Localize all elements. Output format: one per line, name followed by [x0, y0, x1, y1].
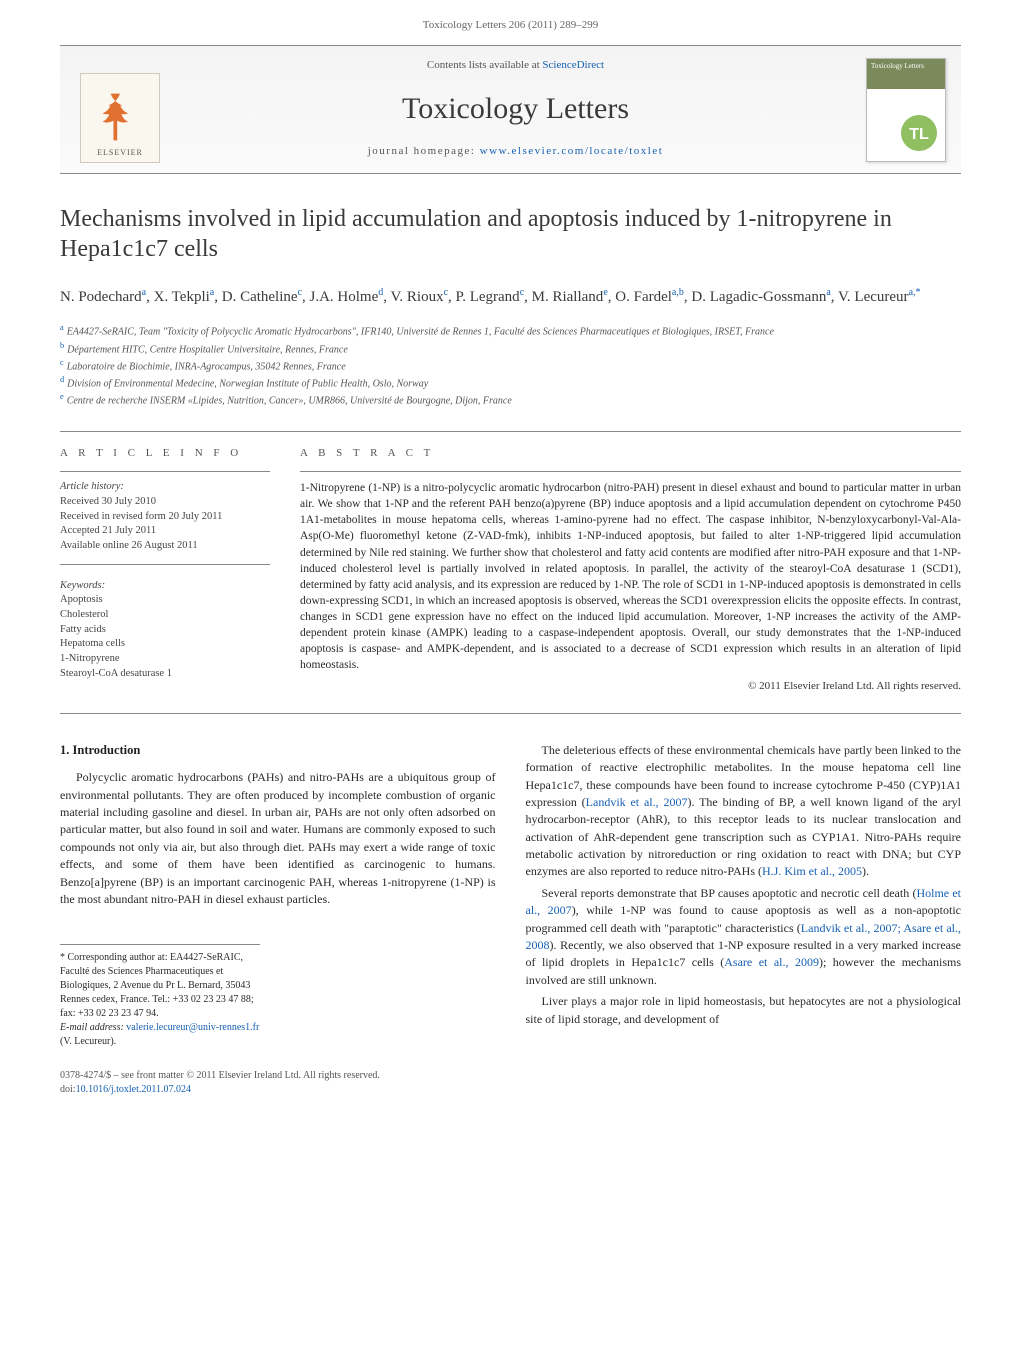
history-label: Article history: [60, 481, 124, 492]
contents-pre: Contents lists available at [427, 59, 542, 71]
footnote-block: * Corresponding author at: EA4427-SeRAIC… [60, 944, 260, 1049]
keyword: Cholesterol [60, 608, 270, 623]
article-title: Mechanisms involved in lipid accumulatio… [60, 204, 961, 264]
info-divider-2 [60, 564, 270, 565]
contents-list-line: Contents lists available at ScienceDirec… [180, 58, 851, 73]
article-info-column: A R T I C L E I N F O Article history: R… [60, 446, 270, 695]
journal-homepage-link[interactable]: www.elsevier.com/locate/toxlet [480, 145, 664, 157]
keyword: Stearoyl-CoA desaturase 1 [60, 667, 270, 682]
citation-link[interactable]: Landvik et al., 2007 [586, 795, 688, 809]
keyword: Fatty acids [60, 623, 270, 638]
info-divider [60, 471, 270, 472]
doi-link[interactable]: 10.1016/j.toxlet.2011.07.024 [76, 1084, 191, 1095]
history-line: Received in revised form 20 July 2011 [60, 510, 270, 525]
publisher-logo-box: ELSEVIER [60, 46, 180, 173]
email-line: E-mail address: valerie.lecureur@univ-re… [60, 1021, 260, 1049]
cover-tl-logo: TL [899, 113, 939, 153]
right-column: The deleterious effects of these environ… [526, 742, 962, 1050]
running-head: Toxicology Letters 206 (2011) 289–299 [0, 0, 1021, 45]
keyword: 1-Nitropyrene [60, 652, 270, 667]
journal-cover: Toxicology Letters TL [866, 58, 946, 162]
sciencedirect-link[interactable]: ScienceDirect [542, 59, 604, 71]
doi-label: doi: [60, 1084, 76, 1095]
keywords-label: Keywords: [60, 579, 270, 594]
article-info-heading: A R T I C L E I N F O [60, 446, 270, 461]
affiliation-list: aEA4427-SeRAIC, Team "Toxicity of Polycy… [60, 322, 961, 409]
abstract-divider [300, 471, 961, 472]
abstract-column: A B S T R A C T 1-Nitropyrene (1-NP) is … [300, 446, 961, 695]
email-label: E-mail address: [60, 1022, 126, 1033]
citation-link[interactable]: Landvik et al., 2007; Asare et al., 2008 [526, 921, 962, 952]
affiliation-line: dDivision of Environmental Medecine, Nor… [60, 374, 961, 391]
homepage-pre: journal homepage: [368, 145, 480, 157]
history-line: Accepted 21 July 2011 [60, 524, 270, 539]
two-column-body: 1. Introduction Polycyclic aromatic hydr… [60, 742, 961, 1050]
affiliation-line: eCentre de recherche INSERM «Lipides, Nu… [60, 391, 961, 408]
abstract-text: 1-Nitropyrene (1-NP) is a nitro-polycycl… [300, 480, 961, 673]
corresponding-email-link[interactable]: valerie.lecureur@univ-rennes1.fr [126, 1022, 259, 1033]
front-matter-line: 0378-4274/$ – see front matter © 2011 El… [60, 1070, 380, 1081]
abstract-copyright: © 2011 Elsevier Ireland Ltd. All rights … [300, 679, 961, 694]
history-line: Available online 26 August 2011 [60, 539, 270, 554]
keyword: Apoptosis [60, 593, 270, 608]
masthead-center: Contents lists available at ScienceDirec… [180, 46, 851, 173]
body-paragraph: Several reports demonstrate that BP caus… [526, 885, 962, 989]
corresponding-author-note: * Corresponding author at: EA4427-SeRAIC… [60, 951, 260, 1021]
cover-tl-text: TL [909, 126, 929, 143]
citation-link[interactable]: Asare et al., 2009 [724, 955, 819, 969]
info-abstract-block: A R T I C L E I N F O Article history: R… [60, 431, 961, 714]
citation-link[interactable]: Holme et al., 2007 [526, 886, 962, 917]
body-paragraph: The deleterious effects of these environ… [526, 742, 962, 881]
author-list: N. Podecharda, X. Tekplia, D. Cathelinec… [60, 286, 961, 308]
article-body: Mechanisms involved in lipid accumulatio… [60, 204, 961, 1049]
body-paragraph: Polycyclic aromatic hydrocarbons (PAHs) … [60, 769, 496, 908]
email-suffix: (V. Lecureur). [60, 1036, 116, 1047]
elsevier-wordmark: ELSEVIER [97, 147, 143, 158]
elsevier-tree-icon [92, 89, 148, 145]
citation-link[interactable]: H.J. Kim et al., 2005 [762, 864, 862, 878]
keyword: Hepatoma cells [60, 637, 270, 652]
page-footer: 0378-4274/$ – see front matter © 2011 El… [60, 1069, 961, 1097]
journal-cover-box: Toxicology Letters TL [851, 46, 961, 173]
body-paragraph: Liver plays a major role in lipid homeos… [526, 993, 962, 1028]
elsevier-logo: ELSEVIER [80, 73, 160, 163]
journal-masthead: ELSEVIER Contents lists available at Sci… [60, 45, 961, 174]
section-heading-intro: 1. Introduction [60, 742, 496, 760]
affiliation-line: aEA4427-SeRAIC, Team "Toxicity of Polycy… [60, 322, 961, 339]
affiliation-line: bDépartement HITC, Centre Hospitalier Un… [60, 340, 961, 357]
history-line: Received 30 July 2010 [60, 495, 270, 510]
cover-title-strip: Toxicology Letters [867, 59, 945, 89]
abstract-heading: A B S T R A C T [300, 446, 961, 461]
journal-name: Toxicology Letters [180, 88, 851, 130]
journal-homepage-line: journal homepage: www.elsevier.com/locat… [180, 144, 851, 159]
left-column: 1. Introduction Polycyclic aromatic hydr… [60, 742, 496, 1050]
affiliation-line: cLaboratoire de Biochimie, INRA-Agrocamp… [60, 357, 961, 374]
